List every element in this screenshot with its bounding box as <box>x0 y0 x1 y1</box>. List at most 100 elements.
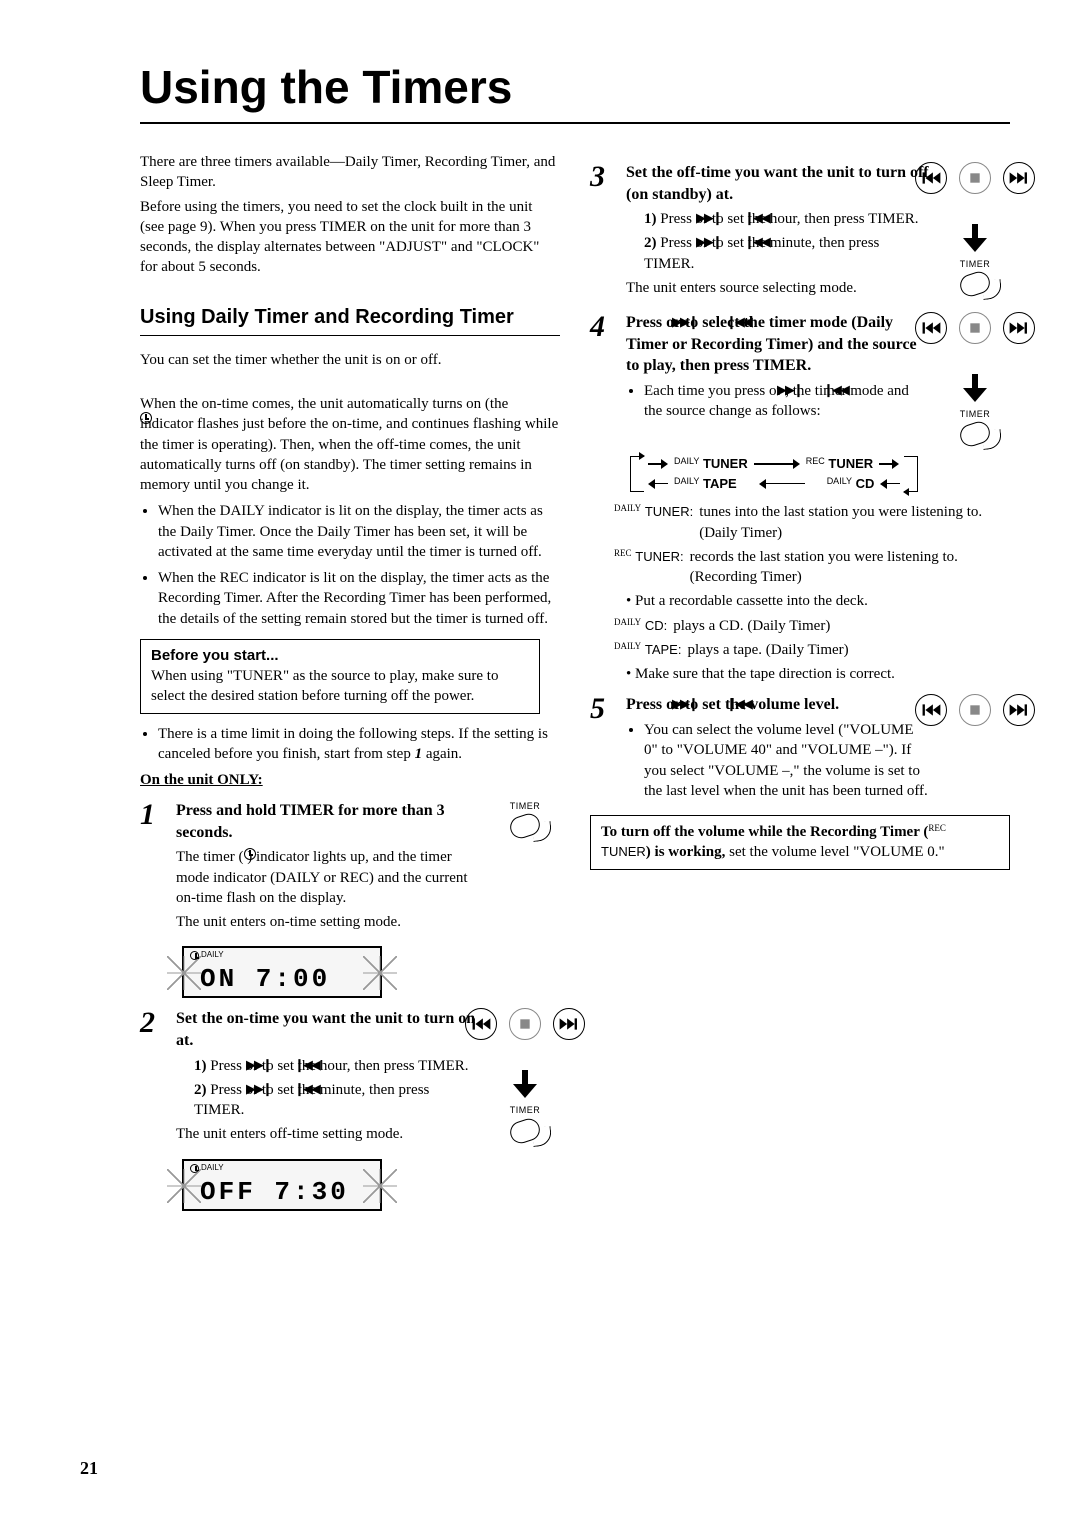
time-limit-note: There is a time limit in doing the follo… <box>158 724 560 765</box>
skip-rewind-icon <box>465 1008 497 1040</box>
before-title: Before you start... <box>151 647 279 664</box>
down-arrow-icon <box>513 1070 537 1098</box>
timer-button-icon: TIMER <box>960 258 991 295</box>
section-rule <box>140 335 560 336</box>
step-number-5: 5 <box>590 694 616 724</box>
stop-icon <box>959 162 991 194</box>
sub-num-1: 1) <box>194 1058 207 1074</box>
forward-icon: ▶▶❙ <box>672 695 697 713</box>
step5-bullet: You can select the volume level ("VOLUME… <box>644 720 930 801</box>
step-number-4: 4 <box>590 312 616 342</box>
def-tape-t: TAPE: <box>645 642 682 657</box>
sup-daily: DAILY <box>614 617 641 627</box>
note5b: TUNER <box>601 844 646 859</box>
rewind-icon: ❙◀◀ <box>294 1056 319 1074</box>
mode-daily-sup: DAILY <box>674 456 699 466</box>
before-you-start-box: Before you start... When using "TUNER" a… <box>140 639 540 714</box>
page-title: Using the Timers <box>140 60 1010 114</box>
skip-rewind-icon <box>915 694 947 726</box>
def-tape-sub: • Make sure that the tape direction is c… <box>626 664 895 684</box>
limit-note-step: 1 <box>415 746 423 762</box>
sub-num-2: 2) <box>644 235 657 251</box>
clock-icon <box>140 412 152 424</box>
volume-note-box: To turn off the volume while the Recordi… <box>590 815 1010 870</box>
skip-forward-icon <box>1003 312 1035 344</box>
sub-num-2: 2) <box>194 1082 207 1098</box>
def-rec-sub: • Put a recordable cassette into the dec… <box>626 591 868 611</box>
left-column: There are three timers available—Daily T… <box>140 152 560 1221</box>
mode-daily-sup: DAILY <box>674 476 699 486</box>
sup-rec: REC <box>614 548 632 558</box>
mode-cycle-diagram: DAILY TUNER REC TUNER DAILY TAPE DAILY C… <box>630 453 1010 494</box>
step3-sub2: 2) Press or to set the minute, then pres… <box>644 233 930 274</box>
rewind-icon: ❙◀◀ <box>294 1080 319 1098</box>
bullet-daily: When the DAILY indicator is lit on the d… <box>158 501 560 562</box>
note-rec-sup: REC <box>928 823 946 833</box>
timer-label: TIMER <box>960 258 991 270</box>
mode-tape: TAPE <box>703 476 737 491</box>
rewind-icon: ❙◀◀ <box>744 209 769 227</box>
step3-sub1: 1) Press or to set the hour, then press … <box>644 209 930 229</box>
timer-button-icon: TIMER <box>960 408 991 445</box>
bullet-rec: When the REC indicator is lit on the dis… <box>158 568 560 629</box>
section-heading: Using Daily Timer and Recording Timer <box>140 304 560 331</box>
forward-icon: ▶▶❙ <box>246 1080 271 1098</box>
step1-body1: The timer ( ) indicator lights up, and t… <box>176 847 480 908</box>
mode-tuner: TUNER <box>828 456 873 471</box>
timer-label: TIMER <box>960 408 991 420</box>
step1-body2: The unit enters on-time setting mode. <box>176 912 480 932</box>
sub-num-1: 1) <box>644 211 657 227</box>
def-tuner-rec-b: records the last station you were listen… <box>690 547 1010 588</box>
stop-icon <box>959 694 991 726</box>
def-cd-b: plays a CD. (Daily Timer) <box>673 616 830 636</box>
step1-body1-text: The timer ( ) indicator lights up, and t… <box>176 849 468 906</box>
sup-daily: DAILY <box>614 641 641 651</box>
forward-icon: ▶▶❙ <box>246 1056 271 1074</box>
step5-title: Press or to set the volume level. ▶▶❙ ❙◀… <box>626 694 930 716</box>
step3-title: Set the off-time you want the unit to tu… <box>626 162 930 205</box>
stop-icon <box>959 312 991 344</box>
step2-title: Set the on-time you want the unit to tur… <box>176 1008 480 1051</box>
step3-body: The unit enters source selecting mode. <box>626 278 930 298</box>
step4-title-text: Press or to select the timer mode (Daily… <box>626 314 917 374</box>
daily-badge: DAILY <box>201 950 224 961</box>
step4-bullet: Each time you press or , the timer mode … <box>644 381 930 422</box>
rewind-icon: ❙◀◀ <box>744 233 769 251</box>
step-number-3: 3 <box>590 162 616 192</box>
limit-note-a: There is a time limit in doing the follo… <box>158 726 548 762</box>
mode-tuner: TUNER <box>703 456 748 471</box>
timer-label: TIMER <box>510 1104 541 1116</box>
rewind-icon: ❙◀◀ <box>726 695 751 713</box>
def-tuner-daily-b: tunes into the last station you were lis… <box>699 502 1010 543</box>
before-body: When using "TUNER" as the source to play… <box>151 668 498 704</box>
display-on-time: DAILY ON 7:00 <box>182 946 382 998</box>
skip-rewind-icon <box>915 312 947 344</box>
step2-sub2: 2) Press or to set the minute, then pres… <box>194 1080 480 1121</box>
timer-button-icon: TIMER <box>510 1104 541 1141</box>
display-on-text: ON 7:00 <box>200 962 330 997</box>
step4-title: Press or to select the timer mode (Daily… <box>626 312 930 377</box>
rewind-icon: ❙◀◀ <box>823 381 848 399</box>
mode-rec-sup: REC <box>806 456 825 466</box>
title-rule <box>140 122 1010 124</box>
rewind-icon: ❙◀◀ <box>726 313 751 331</box>
forward-icon: ▶▶❙ <box>696 233 721 251</box>
mode-cd: CD <box>856 476 875 491</box>
forward-icon: ▶▶❙ <box>696 209 721 227</box>
step1-title: Press and hold TIMER for more than 3 sec… <box>176 800 480 843</box>
skip-forward-icon <box>1003 694 1035 726</box>
intro-text-2: Before using the timers, you need to set… <box>140 197 560 278</box>
right-column: 3 Set the off-time you want the unit to … <box>590 152 1010 1221</box>
sup-daily: DAILY <box>614 503 641 513</box>
intro-text-1: There are three timers available—Daily T… <box>140 152 560 193</box>
def-tuner-rec-t: TUNER: <box>635 549 683 564</box>
timer-label: TIMER <box>510 800 541 812</box>
note5c: ) is working, <box>646 844 726 860</box>
note5a: To turn off the volume while the Recordi… <box>601 824 928 840</box>
skip-rewind-icon <box>915 162 947 194</box>
stop-icon <box>509 1008 541 1040</box>
forward-icon: ▶▶❙ <box>672 313 697 331</box>
step-number-1: 1 <box>140 800 166 830</box>
skip-forward-icon <box>553 1008 585 1040</box>
para-on-time-text: When the on-time comes, the unit automat… <box>140 396 558 493</box>
